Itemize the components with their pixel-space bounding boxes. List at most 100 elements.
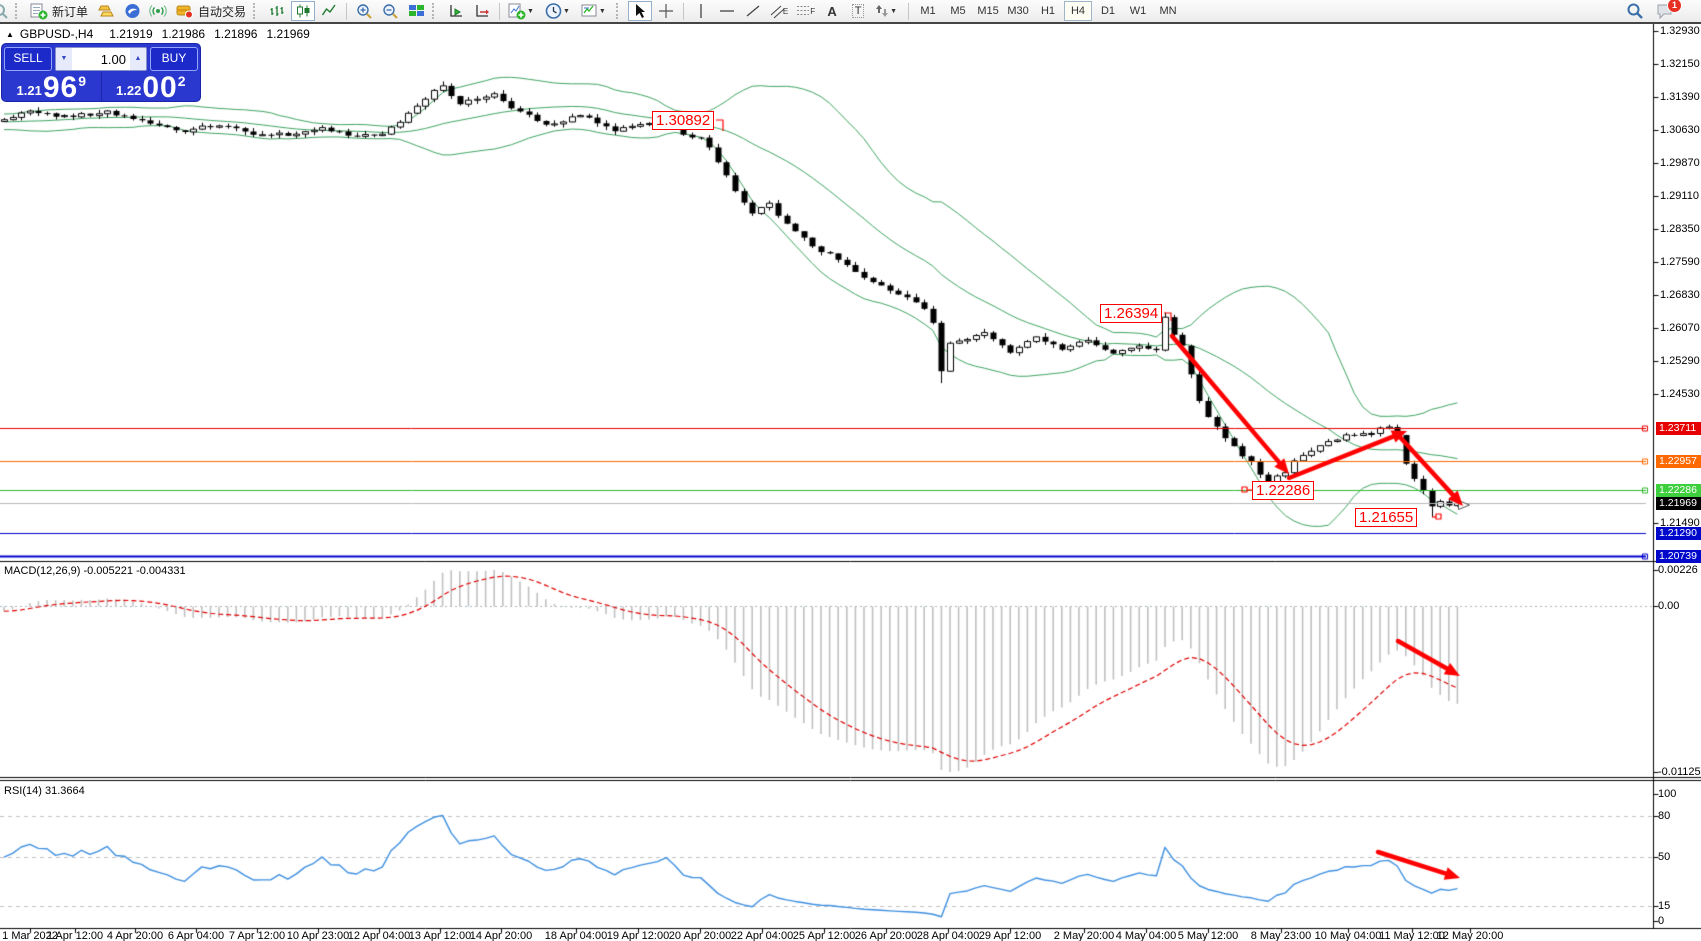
new-order-button[interactable]: 新订单 [27, 1, 91, 21]
text-label-icon: T [851, 4, 865, 18]
timeframe-m15-button[interactable]: M15 [977, 5, 999, 17]
sell-button[interactable]: SELL [4, 47, 52, 71]
arrows-dropdown-caret[interactable]: ▼ [890, 7, 898, 15]
toolbar-separator [682, 2, 684, 20]
price-label-annotation[interactable]: 1.22286 [1252, 481, 1315, 500]
price-tick-label: 1.30630 [1660, 124, 1700, 136]
tile-windows-icon [408, 3, 425, 19]
indicators-dropdown-caret[interactable]: ▼ [527, 7, 534, 15]
price-label-annotation[interactable]: 1.21655 [1355, 508, 1418, 527]
price-badge: 1.21290 [1656, 527, 1701, 540]
trendline-icon [745, 3, 761, 19]
volume-input[interactable] [72, 48, 130, 70]
signal-button[interactable] [146, 1, 170, 21]
price-tick-label: 1.29110 [1660, 190, 1699, 202]
macd-label: MACD(12,26,9) -0.005221 -0.004331 [4, 565, 186, 577]
price-tick-label: 1.26830 [1660, 289, 1700, 301]
bar-chart-type-button[interactable] [265, 1, 289, 21]
timeframe-h1-button[interactable]: H1 [1040, 5, 1056, 17]
volume-decrease-button[interactable]: ▼ [56, 48, 72, 70]
time-tick-label: 29 Apr 12:00 [978, 930, 1042, 941]
equidistant-channel-tool-button[interactable]: E [767, 1, 791, 21]
zoom-out-icon [382, 3, 399, 19]
horizontal-line-tool-button[interactable] [715, 1, 739, 21]
timeframe-h4-button[interactable]: H4 [1064, 1, 1093, 21]
time-tick-label: 22 Apr 04:00 [730, 930, 794, 941]
fibo-glyph: F [810, 6, 816, 16]
rsi-label: RSI(14) 31.3664 [4, 785, 85, 797]
messenger-button[interactable] [120, 1, 144, 21]
templates-button[interactable]: ▼ [578, 1, 612, 21]
price-tick-label: 1.29870 [1660, 157, 1700, 169]
auto-scroll-button[interactable] [444, 1, 468, 21]
search-icon[interactable] [1626, 2, 1644, 20]
volume-stepper: ▼ ▲ [55, 47, 147, 71]
time-tick-label: 19 Apr 12:00 [606, 930, 670, 941]
ohlc-low: 1.21896 [214, 27, 258, 41]
time-tick-label: 10 Apr 23:00 [286, 930, 350, 941]
buy-button[interactable]: BUY [150, 47, 198, 71]
price-badge: 1.22286 [1656, 484, 1701, 497]
timeframe-w1-button[interactable]: W1 [1129, 5, 1147, 17]
price-badge: 1.21969 [1656, 497, 1701, 510]
price-badge: 1.23711 [1656, 422, 1701, 435]
auto-trading-button[interactable]: 自动交易 [172, 1, 249, 21]
crosshair-tool-button[interactable] [654, 1, 678, 21]
time-tick-label: 7 Apr 12:00 [228, 930, 286, 941]
zoom-out-button[interactable] [378, 1, 402, 21]
time-tick-label: 13 Apr 12:00 [408, 930, 472, 941]
cursor-tool-button[interactable] [627, 1, 652, 21]
horizontal-line-icon [719, 3, 735, 19]
time-tick-label: 26 Apr 20:00 [854, 930, 918, 941]
time-axis: 1 Mar 2022 1 Apr 12:00 4 Apr 20:00 6 Apr 04… [0, 930, 1701, 941]
fibonacci-tool-button[interactable]: F [793, 1, 818, 21]
price-badge: 1.22957 [1656, 455, 1701, 468]
periods-button[interactable]: ▼ [542, 1, 576, 21]
price-label-annotation[interactable]: 1.26394 [1100, 304, 1163, 323]
time-tick-label: 10 May 04:00 [1314, 930, 1382, 941]
candlestick-chart-type-button[interactable] [291, 1, 316, 21]
indicators-button[interactable]: ▼ [505, 1, 540, 21]
toolbar-grip [15, 3, 23, 19]
buy-price-display: 1.22 00 2 [102, 71, 201, 104]
timeframe-d1-button[interactable]: D1 [1100, 5, 1116, 17]
sell-price-big: 96 [42, 71, 79, 104]
auto-trading-icon [175, 3, 194, 19]
price-badge: 1.20739 [1656, 550, 1701, 563]
cursor-icon [633, 3, 647, 19]
messenger-icon [124, 3, 141, 19]
timeframe-m1-button[interactable]: M1 [920, 5, 936, 17]
buy-price-big: 00 [142, 71, 178, 104]
macd-scale-zero: 0.00 [1658, 600, 1680, 613]
zoom-in-button[interactable] [352, 1, 376, 21]
rsi-tick-label: 0 [1658, 915, 1665, 927]
line-chart-type-button[interactable] [317, 1, 341, 21]
timeframe-m30-button[interactable]: M30 [1007, 5, 1029, 17]
sell-price-small: 1.21 [16, 83, 42, 98]
timeframe-mn-button[interactable]: MN [1159, 5, 1177, 17]
buy-price-sup: 2 [177, 73, 186, 89]
chart-shift-button[interactable] [470, 1, 494, 21]
gold-ingot-button[interactable] [93, 1, 118, 21]
volume-increase-button[interactable]: ▲ [130, 48, 146, 70]
time-tick-label: 1 Mar 2022 [2, 930, 58, 941]
bar-chart-icon [269, 3, 285, 19]
trendline-tool-button[interactable] [741, 1, 765, 21]
toolbar-separator [499, 2, 501, 20]
templates-dropdown-caret[interactable]: ▼ [598, 7, 606, 15]
chart-shift-icon [474, 3, 491, 19]
arrows-tool-button[interactable]: ▼ [872, 1, 903, 21]
timeframe-m5-button[interactable]: M5 [950, 5, 966, 17]
price-label-annotation[interactable]: 1.30892 [652, 111, 715, 130]
auto-scroll-icon [448, 3, 465, 19]
chat-icon[interactable]: 1 [1656, 0, 1682, 20]
symbol-info-bar: ▲ GBPUSD-,H4 1.21919 1.21986 1.21896 1.2… [6, 27, 319, 41]
text-tool-button[interactable]: A [820, 1, 844, 21]
vertical-line-tool-button[interactable] [689, 1, 713, 21]
gold-ingot-icon [96, 4, 115, 19]
tile-windows-button[interactable] [404, 1, 428, 21]
text-label-tool-button[interactable]: T [846, 1, 870, 21]
periods-dropdown-caret[interactable]: ▼ [562, 7, 570, 15]
